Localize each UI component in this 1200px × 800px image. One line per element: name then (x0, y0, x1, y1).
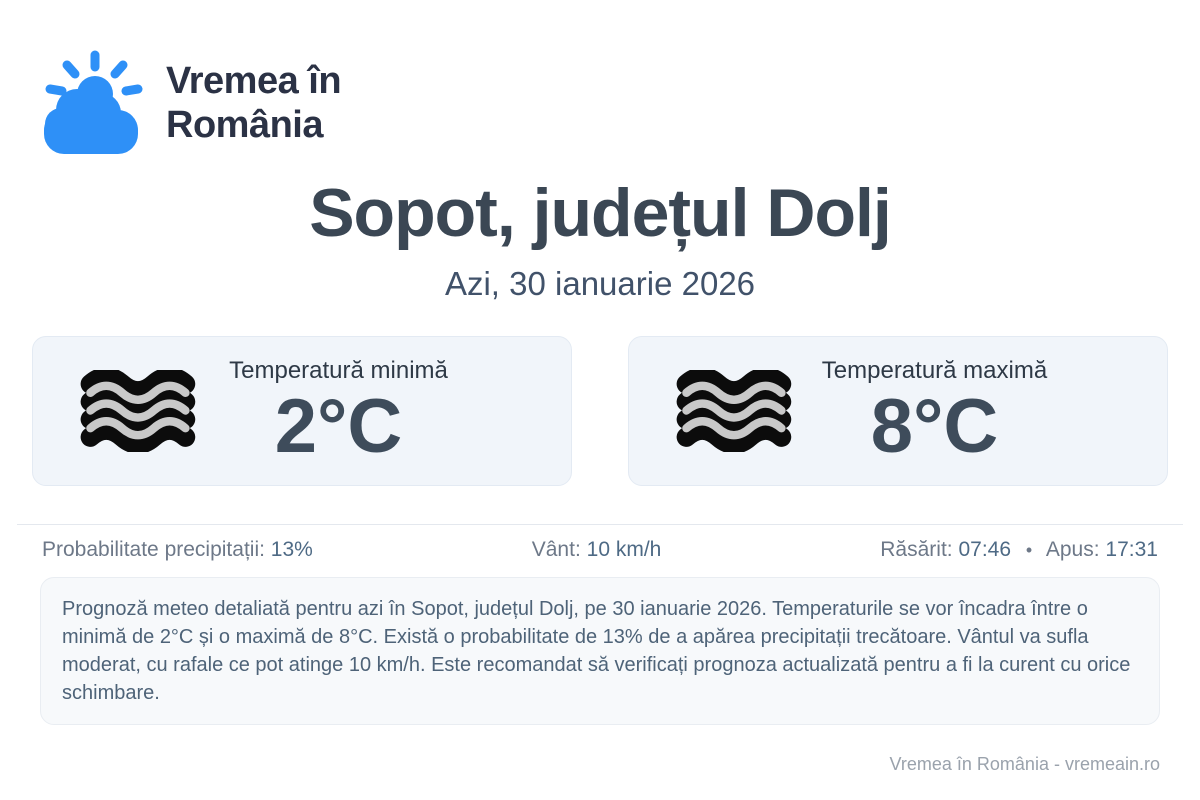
stats-divider (17, 524, 1183, 526)
min-temperature-value: 2°C (274, 384, 403, 470)
sunset-value: 17:31 (1105, 538, 1158, 562)
max-temperature-value: 8°C (870, 384, 999, 470)
footer-credit: Vremea în România - vremeain.ro (889, 754, 1160, 774)
wind-value: 10 km/h (586, 538, 662, 562)
temperature-cards: Temperatură minimă 2°C Temperatură maxim… (0, 336, 1200, 487)
forecast-summary: Prognoză meteo detaliată pentru azi în S… (40, 577, 1160, 726)
sun-stat: Răsărit: 07:46 • Apus: 17:31 (880, 538, 1158, 562)
sunrise-label: Răsărit: (880, 538, 953, 562)
max-temperature-text: Temperatură maximă 8°C (797, 357, 1167, 466)
min-temperature-card: Temperatură minimă 2°C (32, 336, 572, 487)
fog-icon (80, 370, 196, 453)
precipitation-stat: Probabilitate precipitații: 13% (42, 538, 313, 562)
min-temperature-text: Temperatură minimă 2°C (201, 357, 571, 466)
bullet-separator: • (1025, 540, 1033, 561)
page-subtitle: Azi, 30 ianuarie 2026 (444, 265, 756, 303)
sunset-label: Apus: (1045, 538, 1100, 562)
sunrise-value: 07:46 (958, 538, 1012, 562)
brand-name-line2: România (166, 104, 323, 146)
brand-name-line1: Vremea în (166, 59, 342, 102)
max-temperature-label: Temperatură maximă (821, 357, 1048, 385)
precipitation-label: Probabilitate precipitații: (42, 538, 265, 562)
page-title: Sopot, județul Dolj (309, 175, 892, 251)
cloud-sun-icon (44, 50, 143, 154)
brand-name: Vremea în România (166, 59, 342, 147)
wind-label: Vânt: (531, 538, 581, 562)
max-temperature-card: Temperatură maximă 8°C (628, 336, 1168, 487)
brand-header: Vremea în România (0, 0, 1200, 156)
stats-row: Probabilitate precipitații: 13% Vânt: 10… (42, 525, 1158, 562)
fog-icon (676, 370, 792, 453)
min-temperature-label: Temperatură minimă (229, 357, 448, 385)
precipitation-value: 13% (270, 538, 313, 562)
wind-stat: Vânt: 10 km/h (532, 538, 662, 562)
